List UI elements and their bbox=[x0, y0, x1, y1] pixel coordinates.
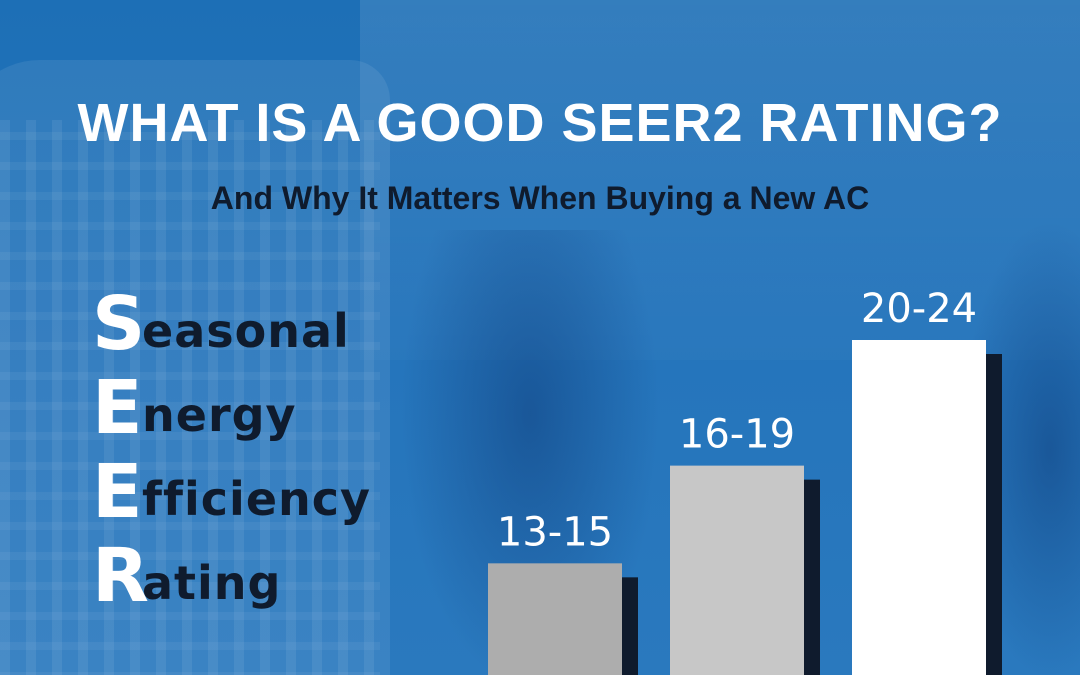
bar-label-3: 20-24 bbox=[861, 286, 977, 332]
bar-3 bbox=[852, 340, 986, 675]
bar-label-2: 16-19 bbox=[679, 412, 795, 458]
page-subtitle: And Why It Matters When Buying a New AC bbox=[210, 180, 870, 216]
bar-label-1: 13-15 bbox=[497, 509, 613, 555]
acronym-letter: E bbox=[92, 365, 143, 451]
acronym-letter: S bbox=[92, 281, 146, 367]
acronym-word: ating bbox=[142, 556, 282, 610]
acronym-row-seasonal: Seasonal bbox=[92, 282, 371, 366]
acronym-word: nergy bbox=[142, 388, 297, 442]
acronym-row-energy: Energy bbox=[92, 366, 371, 450]
page-title: WHAT IS A GOOD SEER2 RATING? bbox=[77, 93, 1003, 153]
seer-acronym: Seasonal Energy Efficiency Rating bbox=[92, 282, 371, 618]
acronym-word: fficiency bbox=[142, 472, 372, 526]
bar-1 bbox=[488, 563, 622, 675]
acronym-letter: R bbox=[92, 533, 149, 619]
bar-2 bbox=[670, 465, 804, 675]
acronym-row-efficiency: Efficiency bbox=[92, 450, 371, 534]
acronym-row-rating: Rating bbox=[92, 534, 371, 618]
acronym-word: easonal bbox=[142, 304, 350, 358]
acronym-letter: E bbox=[92, 449, 143, 535]
